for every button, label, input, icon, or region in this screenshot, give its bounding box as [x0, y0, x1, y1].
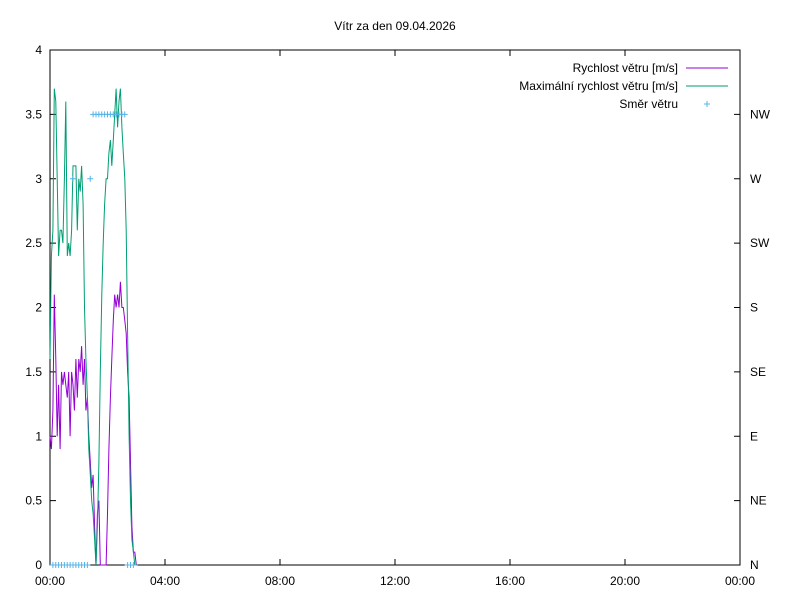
direction-point: [70, 175, 76, 182]
y2-tick-label: W: [750, 172, 762, 186]
x-tick-label: 20:00: [610, 574, 640, 588]
y-tick-label: 2.5: [25, 236, 42, 250]
y-tick-label: 3: [35, 172, 42, 186]
legend-label-0: Rychlost větru [m/s]: [573, 61, 678, 75]
y-tick-label: 2: [35, 301, 42, 315]
direction-point: [87, 175, 94, 182]
legend-label-1: Maximální rychlost větru [m/s]: [519, 79, 678, 93]
x-axis: 00:00 04:00 08:00 12:00 16:00 20:00 00:00: [35, 50, 755, 588]
direction-point: [130, 562, 137, 568]
plot-frame: [49, 49, 741, 566]
y-tick-label: 0.5: [25, 494, 42, 508]
y-tick-label: 1: [35, 429, 42, 443]
y-tick-label: 3.5: [25, 107, 42, 121]
direction-point: [121, 111, 128, 118]
series-line-1: [49, 88, 138, 566]
y-tick-label: 0: [35, 558, 42, 572]
y2-tick-label: NE: [750, 494, 767, 508]
legend-swatch-2: [704, 101, 710, 107]
x-tick-label: 16:00: [495, 574, 525, 588]
y2-tick-label: SE: [750, 365, 766, 379]
y2-tick-label: S: [750, 301, 758, 315]
y2-tick-label: SW: [750, 236, 770, 250]
x-tick-label: 08:00: [265, 574, 295, 588]
series-line-0: [49, 281, 138, 566]
direction-point: [84, 562, 91, 568]
x-tick-label: 04:00: [150, 574, 180, 588]
x-tick-label: 00:00: [725, 574, 755, 588]
x-tick-label: 00:00: [35, 574, 65, 588]
y2-tick-label: E: [750, 429, 758, 443]
legend-label-2: Směr větru: [619, 97, 678, 111]
series-layer: [49, 88, 138, 568]
y-tick-label: 1.5: [25, 365, 42, 379]
y-tick-label: 4: [35, 43, 42, 57]
y2-tick-label: NW: [750, 107, 771, 121]
y-axis-left: 0 0.5 1 1.5 2 2.5 3 3.5 4: [25, 43, 740, 572]
y-axis-right: N NE E SE S SW W NW: [750, 107, 771, 572]
y2-tick-label: N: [750, 558, 759, 572]
legend: Rychlost větru [m/s] Maximální rychlost v…: [519, 61, 728, 111]
x-tick-label: 12:00: [380, 574, 410, 588]
chart-title: Vítr za den 09.04.2026: [334, 19, 456, 33]
